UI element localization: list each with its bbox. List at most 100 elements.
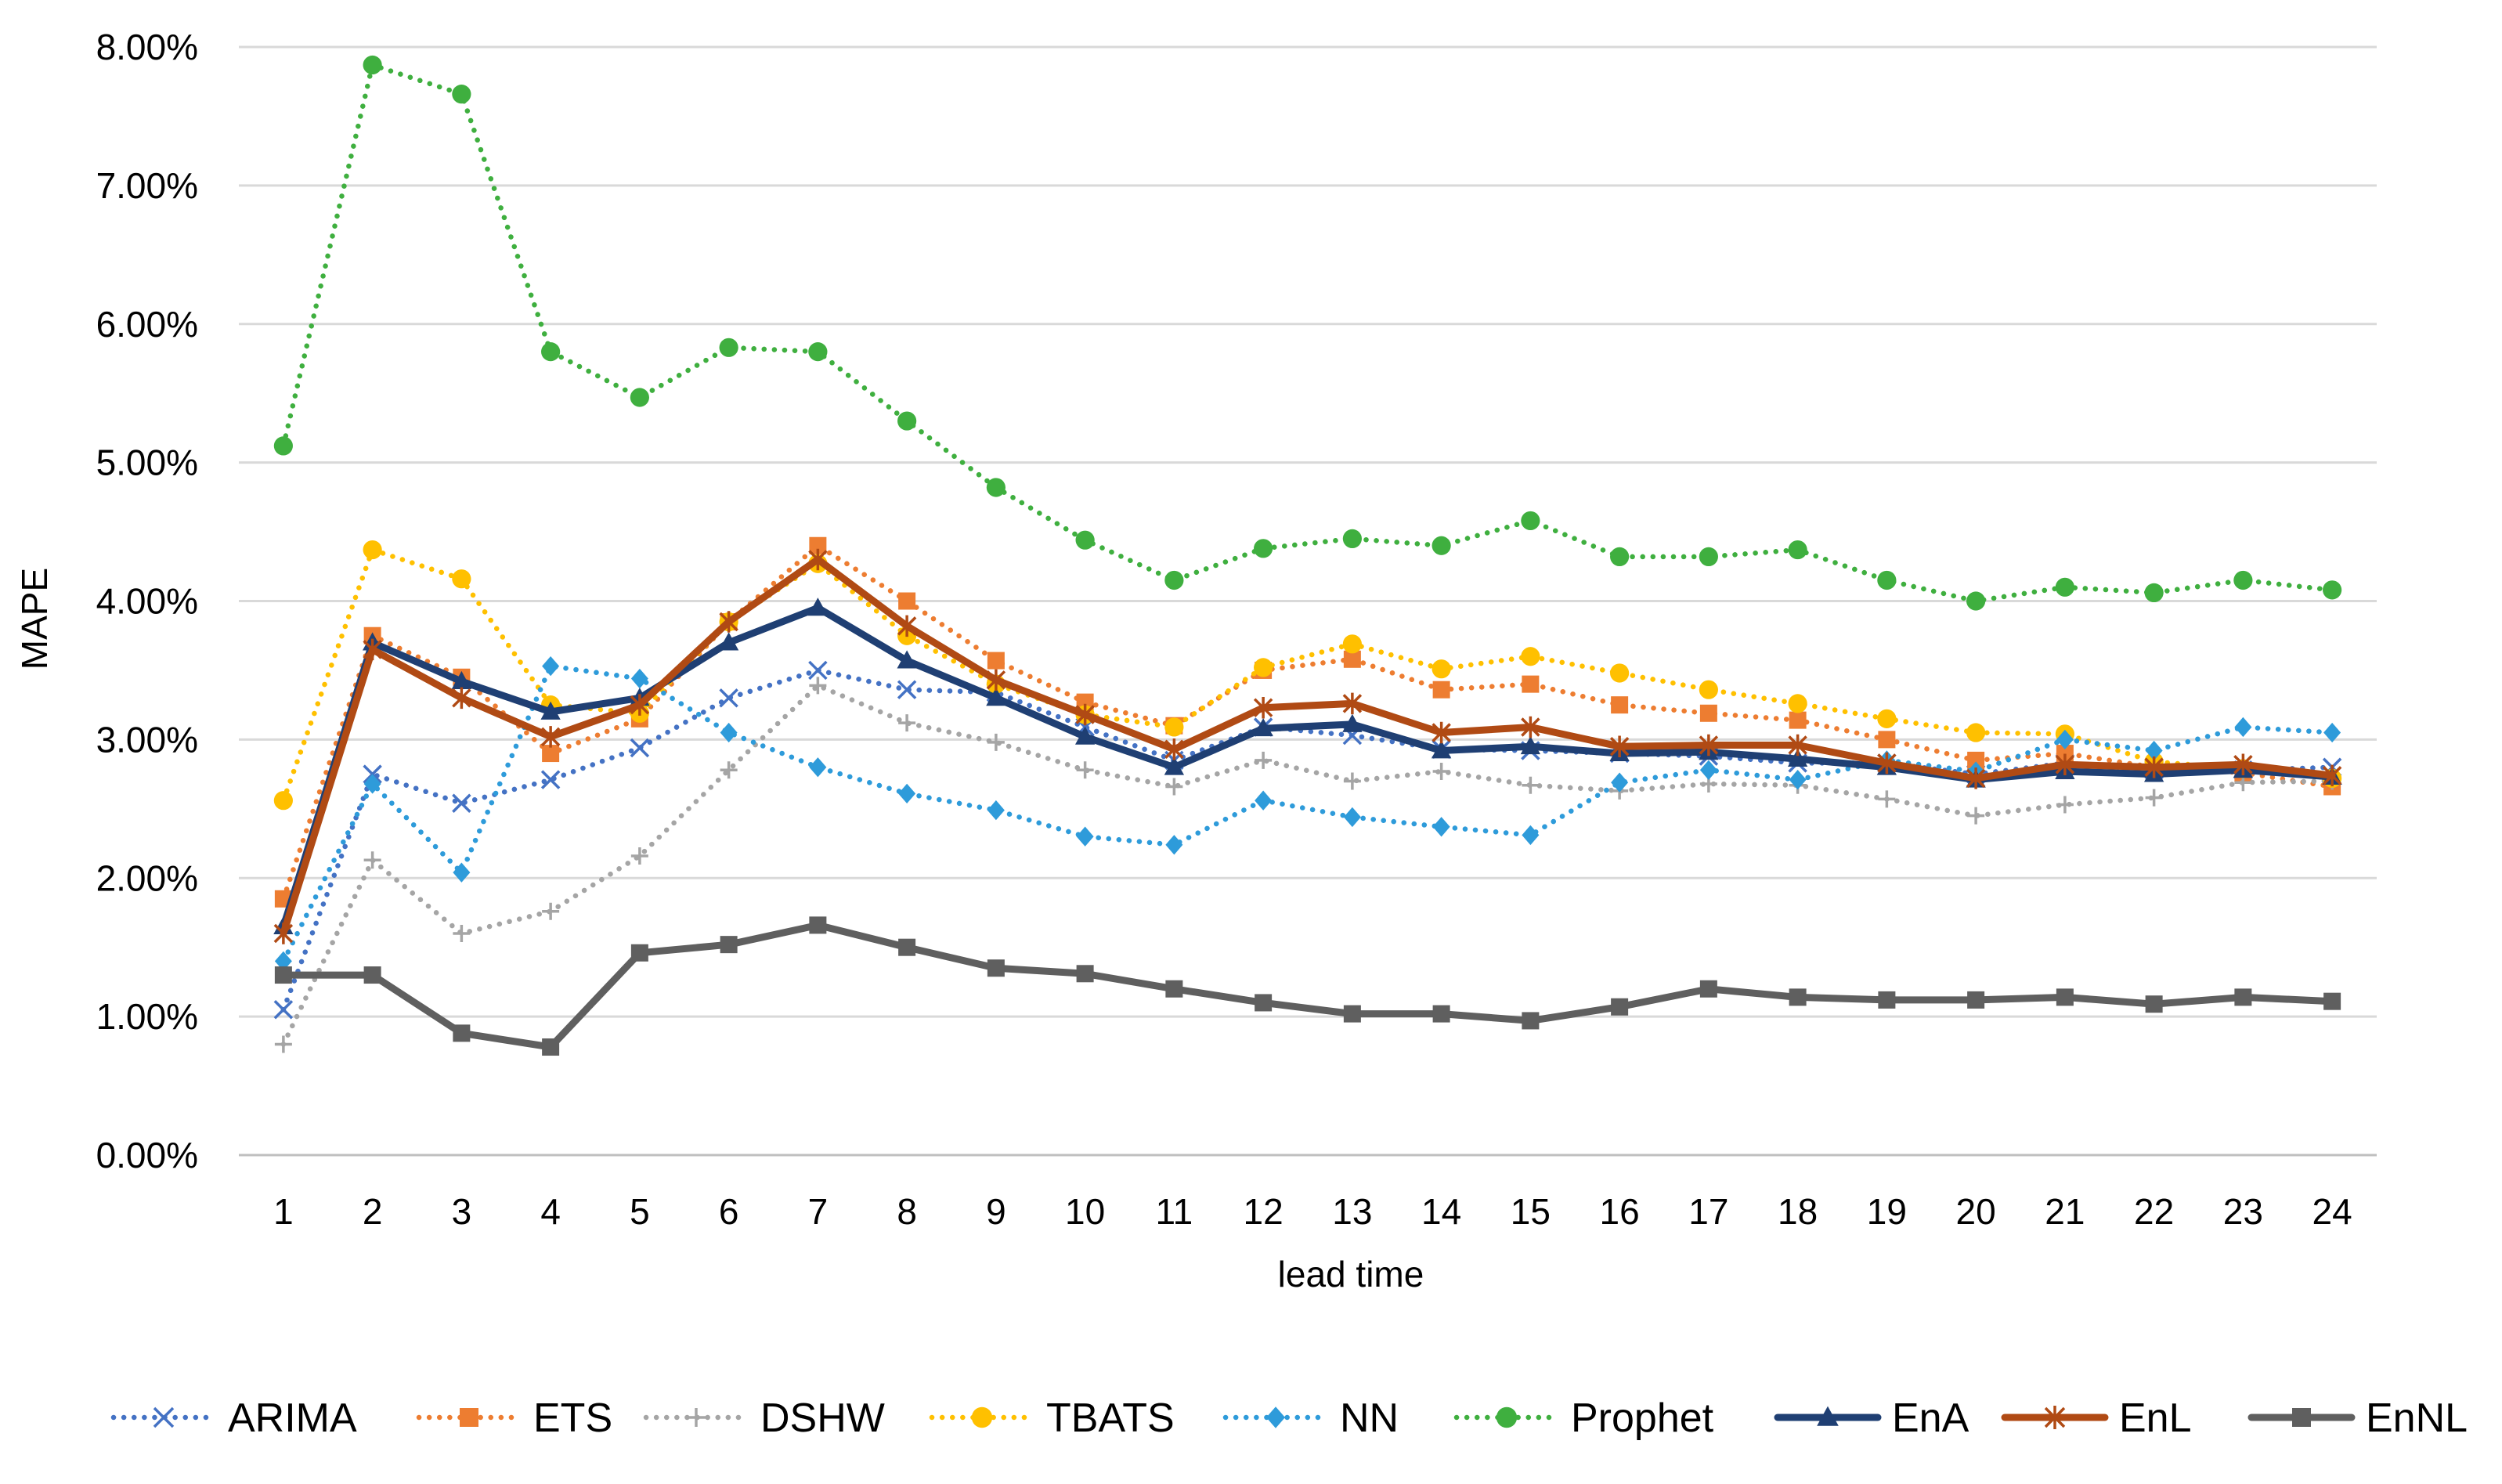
data-point-ena bbox=[986, 688, 1006, 706]
x-tick-label: 5 bbox=[630, 1191, 650, 1232]
data-point-prophet bbox=[1342, 529, 1362, 549]
legend-label: TBATS bbox=[1046, 1396, 1175, 1441]
data-point-dshw bbox=[542, 902, 560, 920]
series-line-nn bbox=[280, 663, 2335, 964]
data-point-prophet bbox=[897, 411, 917, 431]
legend-label: EnNL bbox=[2366, 1396, 2468, 1441]
data-point-enl bbox=[2322, 764, 2342, 787]
legend-marker-tbats bbox=[971, 1406, 993, 1428]
data-point-ena bbox=[897, 650, 917, 669]
data-point-prophet bbox=[1610, 547, 1630, 567]
data-point-ennl bbox=[898, 938, 916, 956]
data-point-ets bbox=[2056, 745, 2074, 763]
data-point-enl bbox=[2233, 753, 2253, 775]
data-point-enl bbox=[1521, 716, 1540, 738]
data-point-tbats bbox=[1966, 723, 1986, 742]
series-line-ets bbox=[280, 543, 2335, 902]
legend-label: DSHW bbox=[760, 1396, 885, 1441]
x-tick-label: 17 bbox=[1688, 1191, 1728, 1232]
legend-label: ARIMA bbox=[228, 1396, 357, 1441]
series-dshw bbox=[274, 677, 2341, 1053]
x-tick-label: 20 bbox=[1956, 1191, 1996, 1232]
data-point-dshw bbox=[630, 847, 648, 865]
data-point-ets bbox=[1699, 704, 1717, 722]
data-point-dshw bbox=[274, 1035, 292, 1053]
data-point-arima bbox=[897, 680, 917, 699]
series-enl bbox=[273, 548, 2342, 944]
data-point-ena bbox=[1342, 713, 1363, 732]
x-tick-label: 13 bbox=[1332, 1191, 1372, 1232]
data-point-prophet bbox=[1699, 547, 1718, 567]
data-point-dshw bbox=[1432, 763, 1450, 781]
data-point-tbats bbox=[1788, 694, 1807, 713]
data-point-enl bbox=[1342, 692, 1363, 715]
series-line-prophet bbox=[280, 62, 2335, 604]
data-point-dshw bbox=[1343, 772, 1361, 790]
data-point-ennl bbox=[542, 1038, 560, 1056]
data-point-enl bbox=[897, 615, 917, 637]
series-line-ennl bbox=[280, 921, 2336, 1051]
data-point-prophet bbox=[630, 388, 649, 407]
data-point-ennl bbox=[363, 966, 381, 984]
series-ennl bbox=[274, 916, 2341, 1056]
data-point-prophet bbox=[2144, 583, 2164, 602]
data-point-ennl bbox=[1789, 988, 1807, 1006]
data-point-nn bbox=[1789, 770, 1807, 790]
x-axis-title: lead time bbox=[1278, 1254, 1424, 1294]
y-tick-label: 4.00% bbox=[96, 581, 198, 622]
x-tick-label: 12 bbox=[1244, 1191, 1283, 1232]
data-point-arima bbox=[452, 793, 471, 813]
data-point-tbats bbox=[1699, 680, 1718, 699]
data-point-nn bbox=[1255, 790, 1273, 811]
x-tick-label: 22 bbox=[2134, 1191, 2174, 1232]
data-point-enl bbox=[808, 548, 828, 571]
series-line-tbats bbox=[280, 547, 2335, 803]
legend-marker-arima bbox=[153, 1406, 175, 1428]
data-point-arima bbox=[273, 1000, 294, 1020]
data-point-enl bbox=[1966, 767, 1986, 789]
data-point-nn bbox=[630, 668, 648, 689]
data-point-ets bbox=[1878, 731, 1896, 749]
data-point-ets bbox=[1522, 675, 1540, 693]
data-point-enl bbox=[1877, 752, 1897, 774]
data-point-ennl bbox=[2056, 988, 2074, 1006]
x-tick-label: 3 bbox=[452, 1191, 472, 1232]
data-point-nn bbox=[2145, 740, 2163, 761]
legend-marker-dshw bbox=[687, 1408, 706, 1427]
x-tick-label: 23 bbox=[2223, 1191, 2263, 1232]
data-point-dshw bbox=[1967, 807, 1985, 825]
data-point-nn bbox=[2323, 722, 2341, 743]
data-point-ets bbox=[809, 536, 827, 554]
data-point-tbats bbox=[1521, 647, 1540, 666]
data-point-ena bbox=[807, 598, 829, 616]
data-point-enl bbox=[1075, 703, 1095, 726]
data-point-ena bbox=[451, 670, 472, 689]
data-point-ennl bbox=[2323, 992, 2341, 1010]
data-point-dshw bbox=[720, 761, 738, 779]
x-tick-label: 16 bbox=[1600, 1191, 1640, 1232]
data-point-dshw bbox=[1076, 761, 1094, 779]
data-point-enl bbox=[630, 694, 650, 716]
y-axis-title: MAPE bbox=[14, 568, 55, 670]
legend-item-tbats: TBATS bbox=[929, 1396, 1175, 1441]
data-point-dshw bbox=[1878, 790, 1896, 808]
data-point-ennl bbox=[2145, 995, 2163, 1013]
data-point-tbats bbox=[452, 569, 471, 589]
data-point-nn bbox=[1432, 817, 1450, 837]
data-point-arima bbox=[630, 738, 650, 758]
legend-item-nn: NN bbox=[1222, 1396, 1399, 1441]
data-point-ennl bbox=[1076, 965, 1094, 983]
data-point-nn bbox=[453, 862, 471, 883]
data-point-prophet bbox=[273, 436, 293, 456]
data-point-arima bbox=[808, 660, 828, 681]
data-point-enl bbox=[719, 611, 738, 633]
y-tick-label: 3.00% bbox=[96, 719, 198, 760]
data-point-dshw bbox=[1522, 776, 1540, 794]
data-point-ets bbox=[1967, 751, 1985, 769]
data-point-ennl bbox=[1432, 1005, 1450, 1023]
x-tick-label: 8 bbox=[897, 1191, 917, 1232]
data-point-ena bbox=[1787, 748, 1808, 767]
data-point-ennl bbox=[1522, 1012, 1540, 1030]
legend-marker-prophet bbox=[1496, 1406, 1518, 1428]
legend-label: EnA bbox=[1892, 1396, 1969, 1441]
